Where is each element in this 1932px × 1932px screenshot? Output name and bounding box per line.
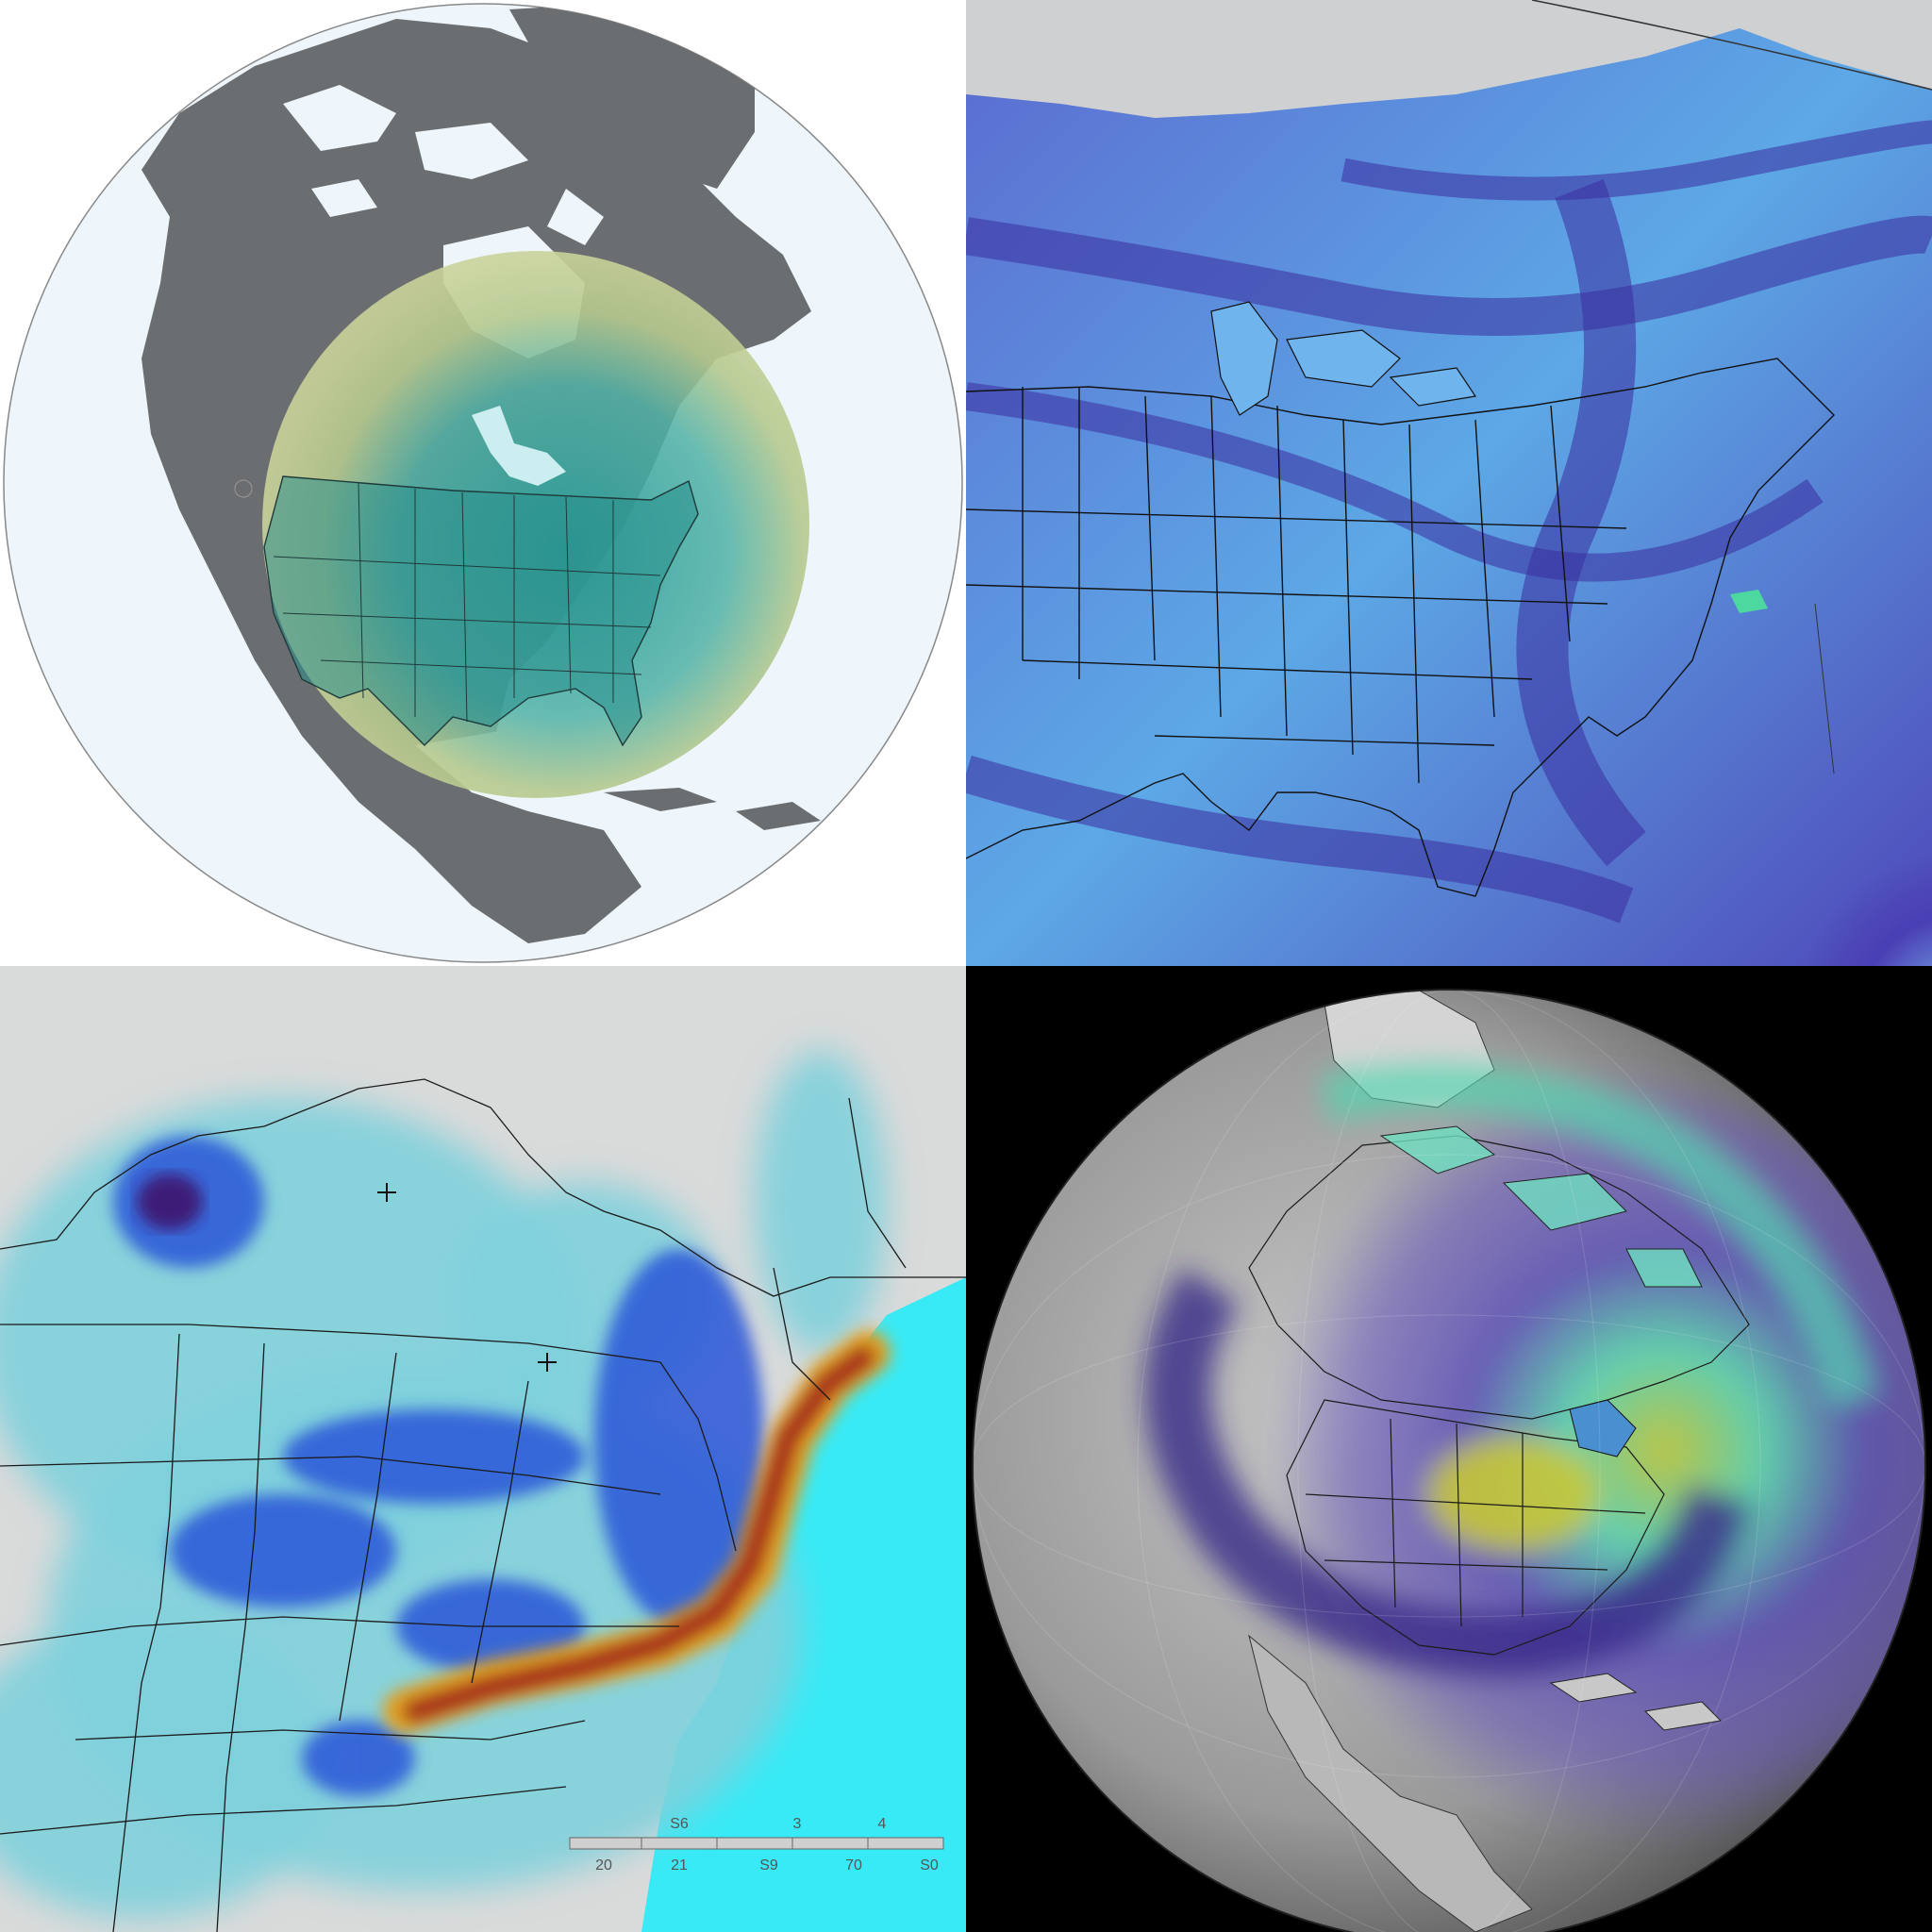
globe-overlay-map [0,0,966,966]
atmosphere-layer [1144,1063,1925,1862]
cloud-top [966,0,1932,118]
caribbean-islands [1549,1673,1723,1731]
legend-ticks [641,1838,869,1849]
legend-bottom-label-3: S9 [759,1857,778,1874]
state-lines [273,482,661,723]
legend-bar [569,1837,944,1850]
meridian-line [1814,603,1835,774]
globe-atmosphere-map [966,966,1932,1932]
arctic-channels [283,85,604,245]
precip-heavy-band [383,1330,891,1734]
legend-top-label-2: 3 [793,1816,802,1832]
legend: S6 3 4 20 21 S9 70 S0 [569,1816,944,1874]
legend-top-label-3: 4 [878,1816,887,1832]
precip-max [137,1174,203,1230]
legend-bottom-label-5: S0 [920,1857,939,1874]
great-lakes [1569,1399,1637,1457]
state-boundaries [0,1078,966,1932]
us-states-outline [263,475,699,747]
horizon-line [1531,0,1932,91]
star-marker-2 [538,1353,557,1372]
jet-stream-svg [966,0,1932,966]
graticule [973,990,1925,1932]
precipitation-heatmap: S6 3 4 20 21 S9 70 S0 [0,966,966,1932]
great-lakes-outline [1210,301,1477,416]
globe-atmosphere-svg [972,989,1926,1932]
great-lakes [472,406,566,486]
caribbean-islands [604,788,821,830]
precipitation-svg: S6 3 4 20 21 S9 70 S0 [0,966,966,1932]
state-outlines [966,358,1835,897]
arctic-islands [1379,1125,1703,1288]
marker-circle [234,479,253,498]
legend-bottom-label-4: 70 [845,1857,862,1874]
jet-stream-map [966,0,1932,966]
legend-bottom-label-2: 21 [671,1857,688,1874]
coastal-highlight [1730,590,1768,613]
globe-edge [972,989,1926,1932]
swirl [1607,641,1932,966]
legend-bottom-label-1: 20 [595,1857,612,1874]
jet-bands [966,120,1932,924]
star-marker-1 [377,1183,396,1202]
globe-overlay-svg [3,3,963,963]
legend-top-label-1: S6 [670,1816,689,1832]
